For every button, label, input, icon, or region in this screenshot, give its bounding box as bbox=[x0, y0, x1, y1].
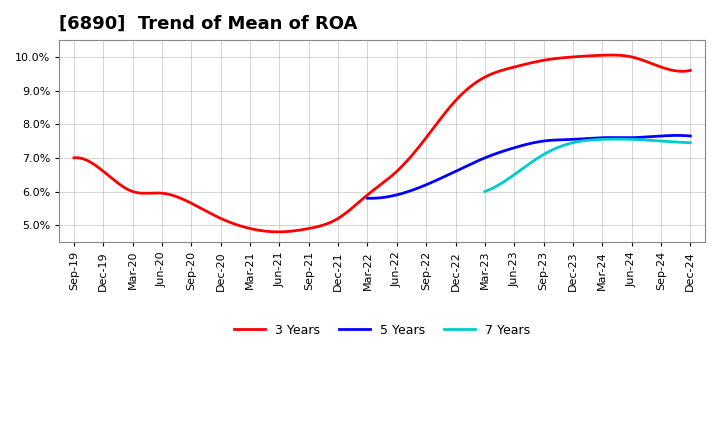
7 Years bbox=[603, 136, 611, 142]
7 Years bbox=[681, 140, 690, 145]
7 Years bbox=[580, 138, 588, 143]
Line: 5 Years: 5 Years bbox=[367, 136, 690, 198]
7 Years bbox=[612, 136, 621, 142]
3 Years bbox=[607, 52, 616, 58]
7 Years bbox=[649, 138, 658, 143]
Line: 7 Years: 7 Years bbox=[485, 139, 690, 191]
3 Years bbox=[367, 189, 376, 194]
3 Years bbox=[686, 68, 695, 73]
3 Years bbox=[405, 156, 413, 161]
Text: [6890]  Trend of Mean of ROA: [6890] Trend of Mean of ROA bbox=[59, 15, 358, 33]
7 Years bbox=[480, 189, 489, 194]
3 Years bbox=[70, 155, 78, 161]
Legend: 3 Years, 5 Years, 7 Years: 3 Years, 5 Years, 7 Years bbox=[229, 319, 536, 342]
3 Years bbox=[576, 54, 585, 59]
3 Years bbox=[438, 114, 446, 120]
5 Years bbox=[539, 139, 547, 144]
5 Years bbox=[673, 133, 682, 138]
3 Years bbox=[274, 229, 282, 235]
5 Years bbox=[517, 143, 526, 148]
Line: 3 Years: 3 Years bbox=[74, 55, 690, 232]
7 Years bbox=[578, 138, 587, 143]
3 Years bbox=[674, 69, 683, 74]
3 Years bbox=[364, 192, 372, 197]
5 Years bbox=[629, 135, 637, 140]
5 Years bbox=[366, 196, 375, 201]
5 Years bbox=[363, 196, 372, 201]
7 Years bbox=[592, 137, 600, 142]
7 Years bbox=[686, 140, 695, 145]
5 Years bbox=[686, 133, 695, 139]
5 Years bbox=[519, 143, 528, 148]
5 Years bbox=[680, 133, 688, 138]
5 Years bbox=[556, 137, 564, 143]
